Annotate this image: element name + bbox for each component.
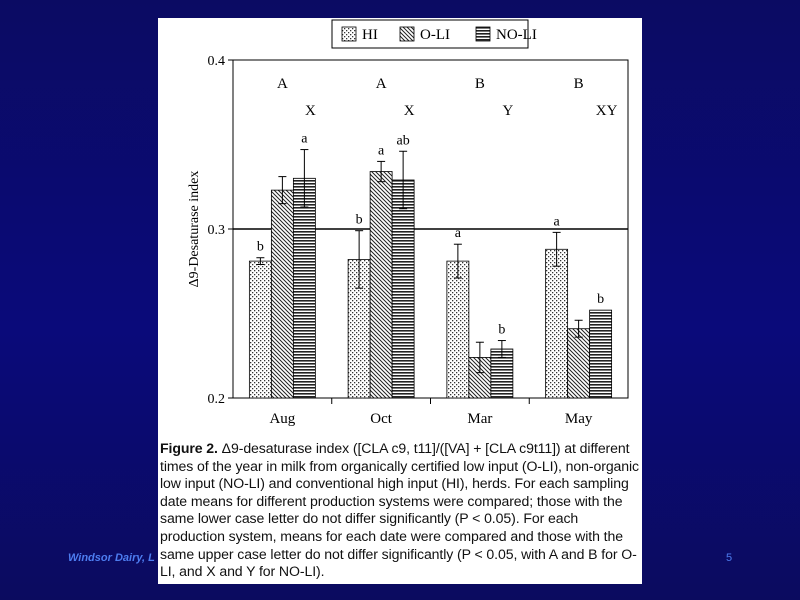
legend-label-no-li: NO-LI xyxy=(496,27,537,43)
y-tick-label: 0.3 xyxy=(208,223,226,238)
legend-label-o-li: O-LI xyxy=(420,27,450,43)
significance-letter: a xyxy=(455,226,462,241)
caption-label: Figure 2. xyxy=(160,440,218,456)
bar-no-li-aug xyxy=(292,177,316,399)
significance-letter: b xyxy=(356,213,363,228)
group-letter-noli: X xyxy=(305,103,316,119)
bar-o-li-may xyxy=(567,328,591,399)
caption-text: Δ9-desaturase index ([CLA c9, t11]/([VA]… xyxy=(160,440,640,580)
bar-hi-may xyxy=(545,248,569,399)
bar-no-li-may xyxy=(589,309,613,399)
significance-letter: b xyxy=(257,240,264,255)
significance-letter: ab xyxy=(397,133,410,148)
legend-swatch-hi xyxy=(341,26,357,42)
x-tick-label: Oct xyxy=(370,411,392,427)
group-letter-noli: X xyxy=(404,103,415,119)
x-tick-label: May xyxy=(565,411,593,427)
significance-letter: a xyxy=(554,214,561,229)
footer-organization: Windsor Dairy, L xyxy=(68,552,155,564)
figure-panel: 0.2 0.3 0.4 Δ9-Desaturase index Aug b a A X Oct b… xyxy=(158,18,642,584)
group-letter-oli: B xyxy=(475,76,485,92)
significance-letter: a xyxy=(378,143,385,158)
bar-o-li-oct xyxy=(369,171,393,399)
slide-number: 5 xyxy=(726,552,733,564)
group-letter-oli: A xyxy=(277,76,288,92)
significance-letter: b xyxy=(597,292,604,307)
significance-letter: b xyxy=(498,323,505,338)
bar-no-li-oct xyxy=(391,179,415,399)
x-tick-label: Aug xyxy=(269,411,295,427)
legend-swatch-no-li xyxy=(475,26,491,42)
x-tick-label: Mar xyxy=(467,411,492,427)
group-letter-oli: A xyxy=(376,76,387,92)
bar-hi-mar xyxy=(446,260,470,399)
y-tick-label: 0.4 xyxy=(208,54,226,69)
bar-o-li-aug xyxy=(270,189,294,399)
significance-letter: a xyxy=(301,132,308,147)
group-letter-noli: Y xyxy=(502,103,513,119)
figure-caption: Figure 2. Δ9-desaturase index ([CLA c9, … xyxy=(158,440,642,581)
bar-hi-aug xyxy=(248,260,272,399)
y-axis-label: Δ9-Desaturase index xyxy=(187,171,202,288)
group-letter-oli: B xyxy=(574,76,584,92)
y-tick-label: 0.2 xyxy=(208,392,226,407)
legend-box xyxy=(331,19,529,49)
legend-swatch-o-li xyxy=(399,26,415,42)
bar-chart: 0.2 0.3 0.4 Δ9-Desaturase index Aug b a A X Oct b… xyxy=(187,19,629,427)
group-letter-noli: XY xyxy=(596,103,618,119)
legend-label-hi: HI xyxy=(362,27,378,43)
